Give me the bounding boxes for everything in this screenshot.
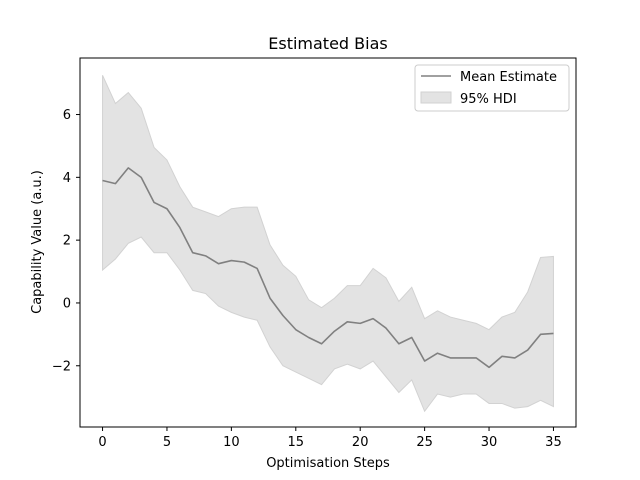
hdi-band (102, 75, 554, 413)
mean-estimate-line (102, 167, 554, 369)
x-tick-label: 15 (288, 435, 305, 450)
legend-hdi-swatch (420, 91, 452, 104)
y-axis-label: Capability Value (a.u.) (30, 170, 45, 314)
x-tick-label: 30 (481, 435, 498, 450)
mean-line-layer (102, 167, 554, 369)
y-tick-label: 4 (63, 171, 71, 186)
x-tick-label: 25 (416, 435, 433, 450)
legend-hdi-label: 95% HDI (460, 92, 517, 107)
x-tick-label: 0 (98, 435, 106, 450)
x-tick-label: 5 (163, 435, 171, 450)
x-tick-label: 20 (352, 435, 369, 450)
plot-frame (79, 57, 577, 428)
x-tick-label: 10 (223, 435, 240, 450)
y-tick-label: 2 (63, 234, 71, 249)
legend: Mean Estimate 95% HDI (414, 64, 570, 112)
x-tick-label: 35 (545, 435, 562, 450)
y-tick-label: 0 (63, 296, 71, 311)
hdi-band-layer (102, 75, 554, 413)
y-axis: −2 0 2 4 6 (52, 108, 80, 374)
x-axis: 0 5 10 15 20 25 30 35 (98, 427, 562, 450)
legend-mean-label: Mean Estimate (460, 70, 557, 85)
legend-box (414, 64, 570, 112)
x-axis-label: Optimisation Steps (266, 456, 390, 471)
chart-title: Estimated Bias (268, 34, 387, 53)
y-tick-label: −2 (52, 359, 71, 374)
y-tick-label: 6 (63, 108, 71, 123)
